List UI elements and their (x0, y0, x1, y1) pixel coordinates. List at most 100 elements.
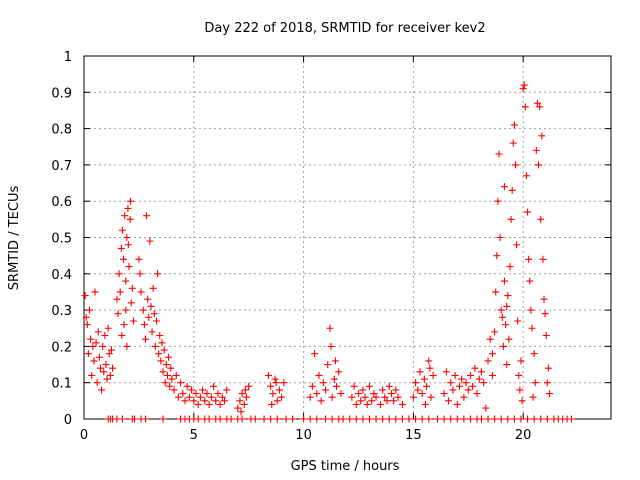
zero-point (359, 415, 367, 423)
data-point (280, 379, 288, 387)
data-point (103, 375, 111, 383)
data-point (412, 379, 420, 387)
data-point (531, 379, 539, 387)
data-point (471, 364, 479, 372)
data-point (183, 382, 191, 390)
data-point (201, 397, 209, 405)
data-point (163, 371, 171, 379)
data-point (528, 324, 536, 332)
data-point (372, 393, 380, 401)
data-point (488, 371, 496, 379)
data-point (159, 368, 167, 376)
data-point (143, 212, 151, 220)
data-point (496, 234, 504, 241)
data-point (152, 317, 160, 325)
data-point (541, 310, 549, 318)
data-point (242, 393, 250, 401)
zero-point (477, 415, 485, 423)
data-point (464, 386, 472, 394)
data-point (535, 161, 543, 169)
data-point (149, 284, 157, 292)
data-point (172, 371, 180, 379)
x-tick-label: 10 (295, 428, 312, 443)
zero-point (273, 415, 281, 423)
x-tick-label: 15 (405, 428, 422, 443)
data-point (482, 404, 490, 412)
zero-point (440, 415, 448, 423)
data-point (145, 313, 153, 321)
zero-point (328, 415, 336, 423)
data-point (542, 332, 550, 340)
data-point (379, 386, 387, 394)
data-point (509, 139, 517, 147)
data-point (272, 379, 280, 387)
data-point (524, 208, 532, 216)
zero-point (510, 415, 518, 423)
data-point (427, 393, 435, 401)
data-point (368, 397, 376, 405)
data-point (160, 346, 168, 354)
zero-point (216, 415, 224, 423)
data-point (544, 364, 552, 372)
zero-point (504, 415, 512, 423)
data-point (543, 379, 551, 387)
data-point (494, 197, 502, 205)
data-point (141, 335, 149, 343)
data-point (237, 408, 245, 416)
data-point (150, 310, 158, 318)
data-point (519, 85, 527, 93)
zero-point (251, 415, 259, 423)
data-point (147, 302, 155, 310)
zero-point (524, 415, 532, 423)
data-point (203, 390, 211, 398)
data-point (538, 132, 546, 140)
data-point (196, 393, 204, 401)
data-point (117, 244, 125, 252)
data-point (460, 393, 468, 401)
data-point (426, 364, 434, 372)
y-tick-label: 0.9 (51, 86, 72, 101)
data-point (365, 382, 373, 390)
chart-title: Day 222 of 2018, SRMTID for receiver kev… (204, 21, 485, 36)
zero-point (322, 415, 330, 423)
data-point (418, 390, 426, 398)
data-point (238, 390, 246, 398)
data-point (245, 382, 253, 390)
data-point (92, 339, 100, 347)
data-point (473, 390, 481, 398)
data-point (423, 382, 431, 390)
data-point (146, 237, 154, 245)
data-point (449, 386, 457, 394)
data-point (129, 317, 137, 325)
data-point (421, 400, 429, 408)
data-point (83, 321, 91, 329)
data-point (475, 375, 483, 383)
data-point (216, 400, 224, 408)
data-point (398, 400, 406, 408)
data-point (491, 328, 499, 336)
data-point (385, 382, 393, 390)
data-point (486, 335, 494, 343)
zero-point (306, 415, 314, 423)
data-point (507, 215, 515, 223)
data-point (124, 241, 132, 249)
data-point (311, 350, 319, 358)
data-point (521, 103, 529, 111)
data-point (121, 212, 129, 220)
x-tick-label: 20 (515, 428, 532, 443)
data-point (127, 299, 135, 307)
data-point (409, 393, 417, 401)
zero-point (537, 415, 545, 423)
data-point (192, 390, 200, 398)
data-point (530, 350, 538, 358)
data-point (514, 317, 522, 325)
data-point (540, 295, 548, 303)
data-point (207, 393, 215, 401)
data-point (306, 393, 314, 401)
zero-point (300, 415, 308, 423)
data-point (94, 328, 102, 336)
data-point (161, 379, 169, 387)
data-point (420, 375, 428, 383)
data-point (326, 324, 334, 332)
